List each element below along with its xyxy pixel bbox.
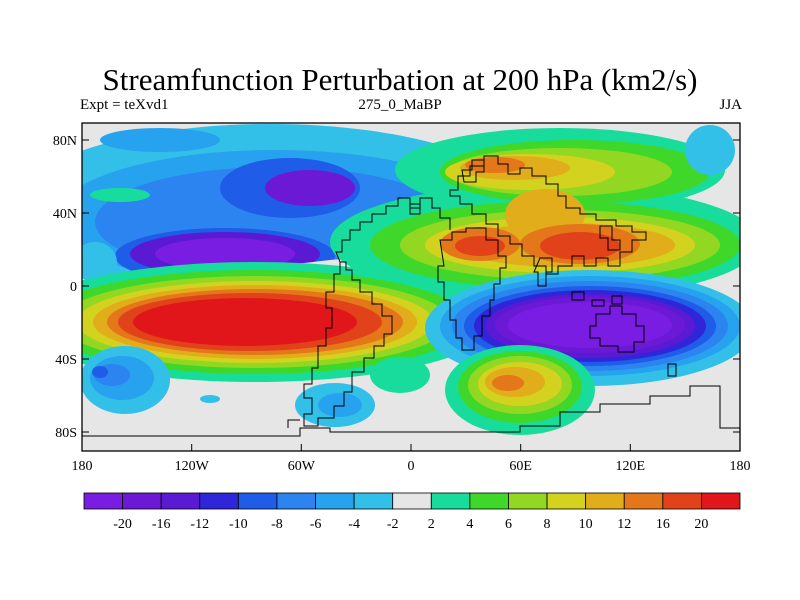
colorbar-label: -4 [348,517,360,532]
colorbar-box [122,492,162,510]
colorbar-box [623,492,664,510]
latitude-labels: 80N 40N 0 40S 80S [53,134,77,441]
colorbar-label: 8 [544,517,551,532]
lon-label: 120E [616,459,646,474]
colorbar-box [83,492,123,510]
southern-ocean-pattern [82,345,595,435]
lat-label: 40S [55,353,77,368]
north-america-outline [335,197,451,263]
india-outline [533,257,553,287]
continent-outlines [82,155,740,437]
lat-label: 40N [53,207,77,222]
colorbar-box [546,492,587,510]
antarctica-outline [82,385,740,437]
longitude-labels: 180 120W 60W 0 60E 120E 180 [72,459,751,474]
colorbar-label: -16 [152,517,171,532]
season-label: JJA [719,97,742,113]
colorbar-box [469,492,509,510]
lon-label: 120W [175,459,210,474]
lat-label: 0 [70,280,77,295]
lon-label: 60E [509,459,532,474]
colorbar-box [315,492,355,510]
eurasia-outline [449,155,647,275]
period-label: 275_0_MaBP [358,97,442,113]
colorbar-box [276,492,316,510]
greenland-outline [409,203,421,215]
colorbar-box [353,492,394,510]
colorbar-label: -10 [229,517,248,532]
arctic-islands-outline [461,159,485,183]
axis-ticks [81,139,741,451]
south-pacific-positive-pattern [82,262,495,382]
colorbar-box [662,492,702,510]
colorbar-label: 6 [505,517,512,532]
colorbar-label: -8 [271,517,283,532]
colorbar-box [160,492,201,510]
colorbar-label: -2 [387,517,399,532]
australia-outline [589,305,645,353]
colorbar-box [392,492,432,510]
colorbar-box [508,492,548,510]
colorbar-label: 2 [428,517,435,532]
indonesia-outline [571,291,623,307]
lon-label: 180 [730,459,751,474]
colorbar-box [199,492,239,510]
africa-outline [437,227,507,351]
colorbar-label: 4 [466,517,473,532]
lat-label: 80S [55,426,77,441]
japan-outline [599,225,621,251]
colorbar-label: 16 [656,517,670,532]
lon-label: 180 [72,459,93,474]
colorbar-box [701,492,741,510]
lon-label: 60W [288,459,316,474]
south-america-outline [303,261,393,427]
lon-label: 0 [408,459,415,474]
new-zealand-outline [667,363,677,377]
page-title: Streamfunction Perturbation at 200 hPa (… [102,62,698,97]
colorbar-box [585,492,625,510]
colorbar-box [430,492,471,510]
experiment-label: Expt = teXvd1 [80,97,169,113]
contour-fields [82,124,740,435]
colorbar-label: -20 [113,517,132,532]
colorbar [83,492,741,510]
colorbar-label: -6 [310,517,322,532]
colorbar-label: -12 [190,517,209,532]
colorbar-labels: -20 -16 -12 -10 -8 -6 -4 -2 2 4 6 8 10 12 16 20 [113,517,708,532]
colorbar-label: 10 [579,517,593,532]
colorbar-label: 12 [617,517,631,532]
colorbar-box [237,492,278,510]
north-polar-pattern [90,125,735,202]
colorbar-label: 20 [694,517,708,532]
lat-label: 80N [53,134,77,149]
